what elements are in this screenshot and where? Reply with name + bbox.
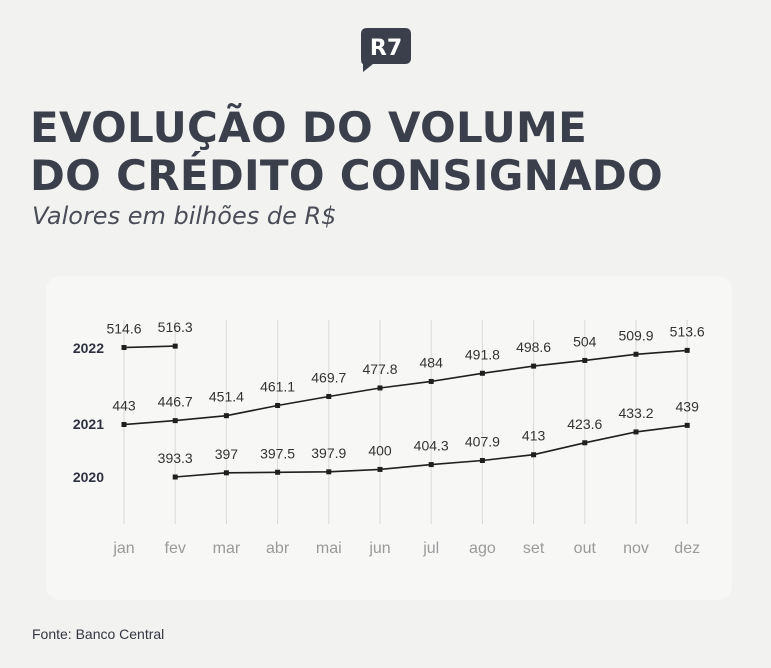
series-line <box>123 345 176 349</box>
data-point <box>531 452 537 458</box>
x-tick-label: jun <box>368 540 390 557</box>
data-point <box>121 345 127 350</box>
data-label: 514.6 <box>106 321 141 337</box>
x-tick-label: nov <box>623 540 649 557</box>
source-note: Fonte: Banco Central <box>32 626 165 642</box>
data-label: 397 <box>215 446 239 462</box>
data-label: 407.9 <box>465 434 500 450</box>
data-label: 504 <box>573 333 597 349</box>
page-subtitle: Valores em bilhões de R$ <box>32 202 337 230</box>
data-label: 400 <box>368 442 392 458</box>
data-label: 451.4 <box>209 389 244 405</box>
data-label: 439 <box>676 398 700 414</box>
series-label: 2020 <box>73 469 104 485</box>
x-tick-label: set <box>523 540 545 557</box>
series-label: 2021 <box>73 416 104 432</box>
data-point <box>121 422 127 427</box>
data-label: 397.5 <box>260 445 295 461</box>
data-point <box>684 422 690 428</box>
data-label: 433.2 <box>618 405 653 421</box>
data-label: 469.7 <box>311 369 346 385</box>
data-point <box>428 462 434 468</box>
data-point <box>172 343 178 349</box>
data-point <box>479 458 485 464</box>
x-tick-label: mar <box>213 540 241 557</box>
data-point <box>326 469 332 475</box>
chart-card <box>46 276 732 600</box>
data-label: 491.8 <box>465 346 500 362</box>
series-line <box>123 349 688 426</box>
r7-logo-text: R7 <box>370 36 402 61</box>
data-label: 397.9 <box>311 445 346 461</box>
x-tick-label: abr <box>266 540 290 557</box>
data-point <box>428 378 434 384</box>
data-label: 477.8 <box>362 361 397 377</box>
data-label: 513.6 <box>670 323 705 339</box>
data-label: 509.9 <box>618 327 653 343</box>
data-point <box>223 470 229 476</box>
data-label: 498.6 <box>516 339 551 355</box>
page-title-line1: EVOLUÇÃO DO VOLUME <box>30 103 588 152</box>
data-label: 393.3 <box>158 450 193 466</box>
x-tick-label: dez <box>674 540 700 557</box>
x-tick-label: out <box>574 540 597 557</box>
series-label: 2022 <box>73 340 104 356</box>
data-label: 443 <box>112 398 136 414</box>
data-point <box>377 466 383 472</box>
data-label: 404.3 <box>414 438 449 454</box>
data-point <box>377 385 383 391</box>
data-point <box>633 429 639 435</box>
data-point <box>633 351 639 357</box>
x-tick-label: jul <box>422 540 439 557</box>
data-point <box>582 357 588 363</box>
data-point <box>326 393 332 399</box>
data-point <box>172 418 178 424</box>
data-label: 446.7 <box>158 394 193 410</box>
x-tick-label: jan <box>112 540 134 557</box>
data-label: 461.1 <box>260 378 295 394</box>
data-point <box>479 370 485 376</box>
r7-logo: R7 <box>361 28 411 72</box>
data-point <box>684 347 690 353</box>
data-label: 413 <box>522 428 546 444</box>
x-tick-label: ago <box>469 540 496 557</box>
page-title-line2: DO CRÉDITO CONSIGNADO <box>30 151 664 200</box>
data-point <box>275 469 281 475</box>
data-point <box>275 402 281 408</box>
data-label: 423.6 <box>567 416 602 432</box>
data-point <box>531 363 537 369</box>
data-point <box>223 413 229 419</box>
x-tick-label: fev <box>165 540 186 557</box>
data-label: 516.3 <box>158 319 193 335</box>
data-point <box>582 440 588 446</box>
x-tick-label: mai <box>316 540 342 557</box>
data-point <box>172 474 178 480</box>
page-title: EVOLUÇÃO DO VOLUME DO CRÉDITO CONSIGNADO <box>30 104 663 200</box>
data-label: 484 <box>420 354 444 370</box>
